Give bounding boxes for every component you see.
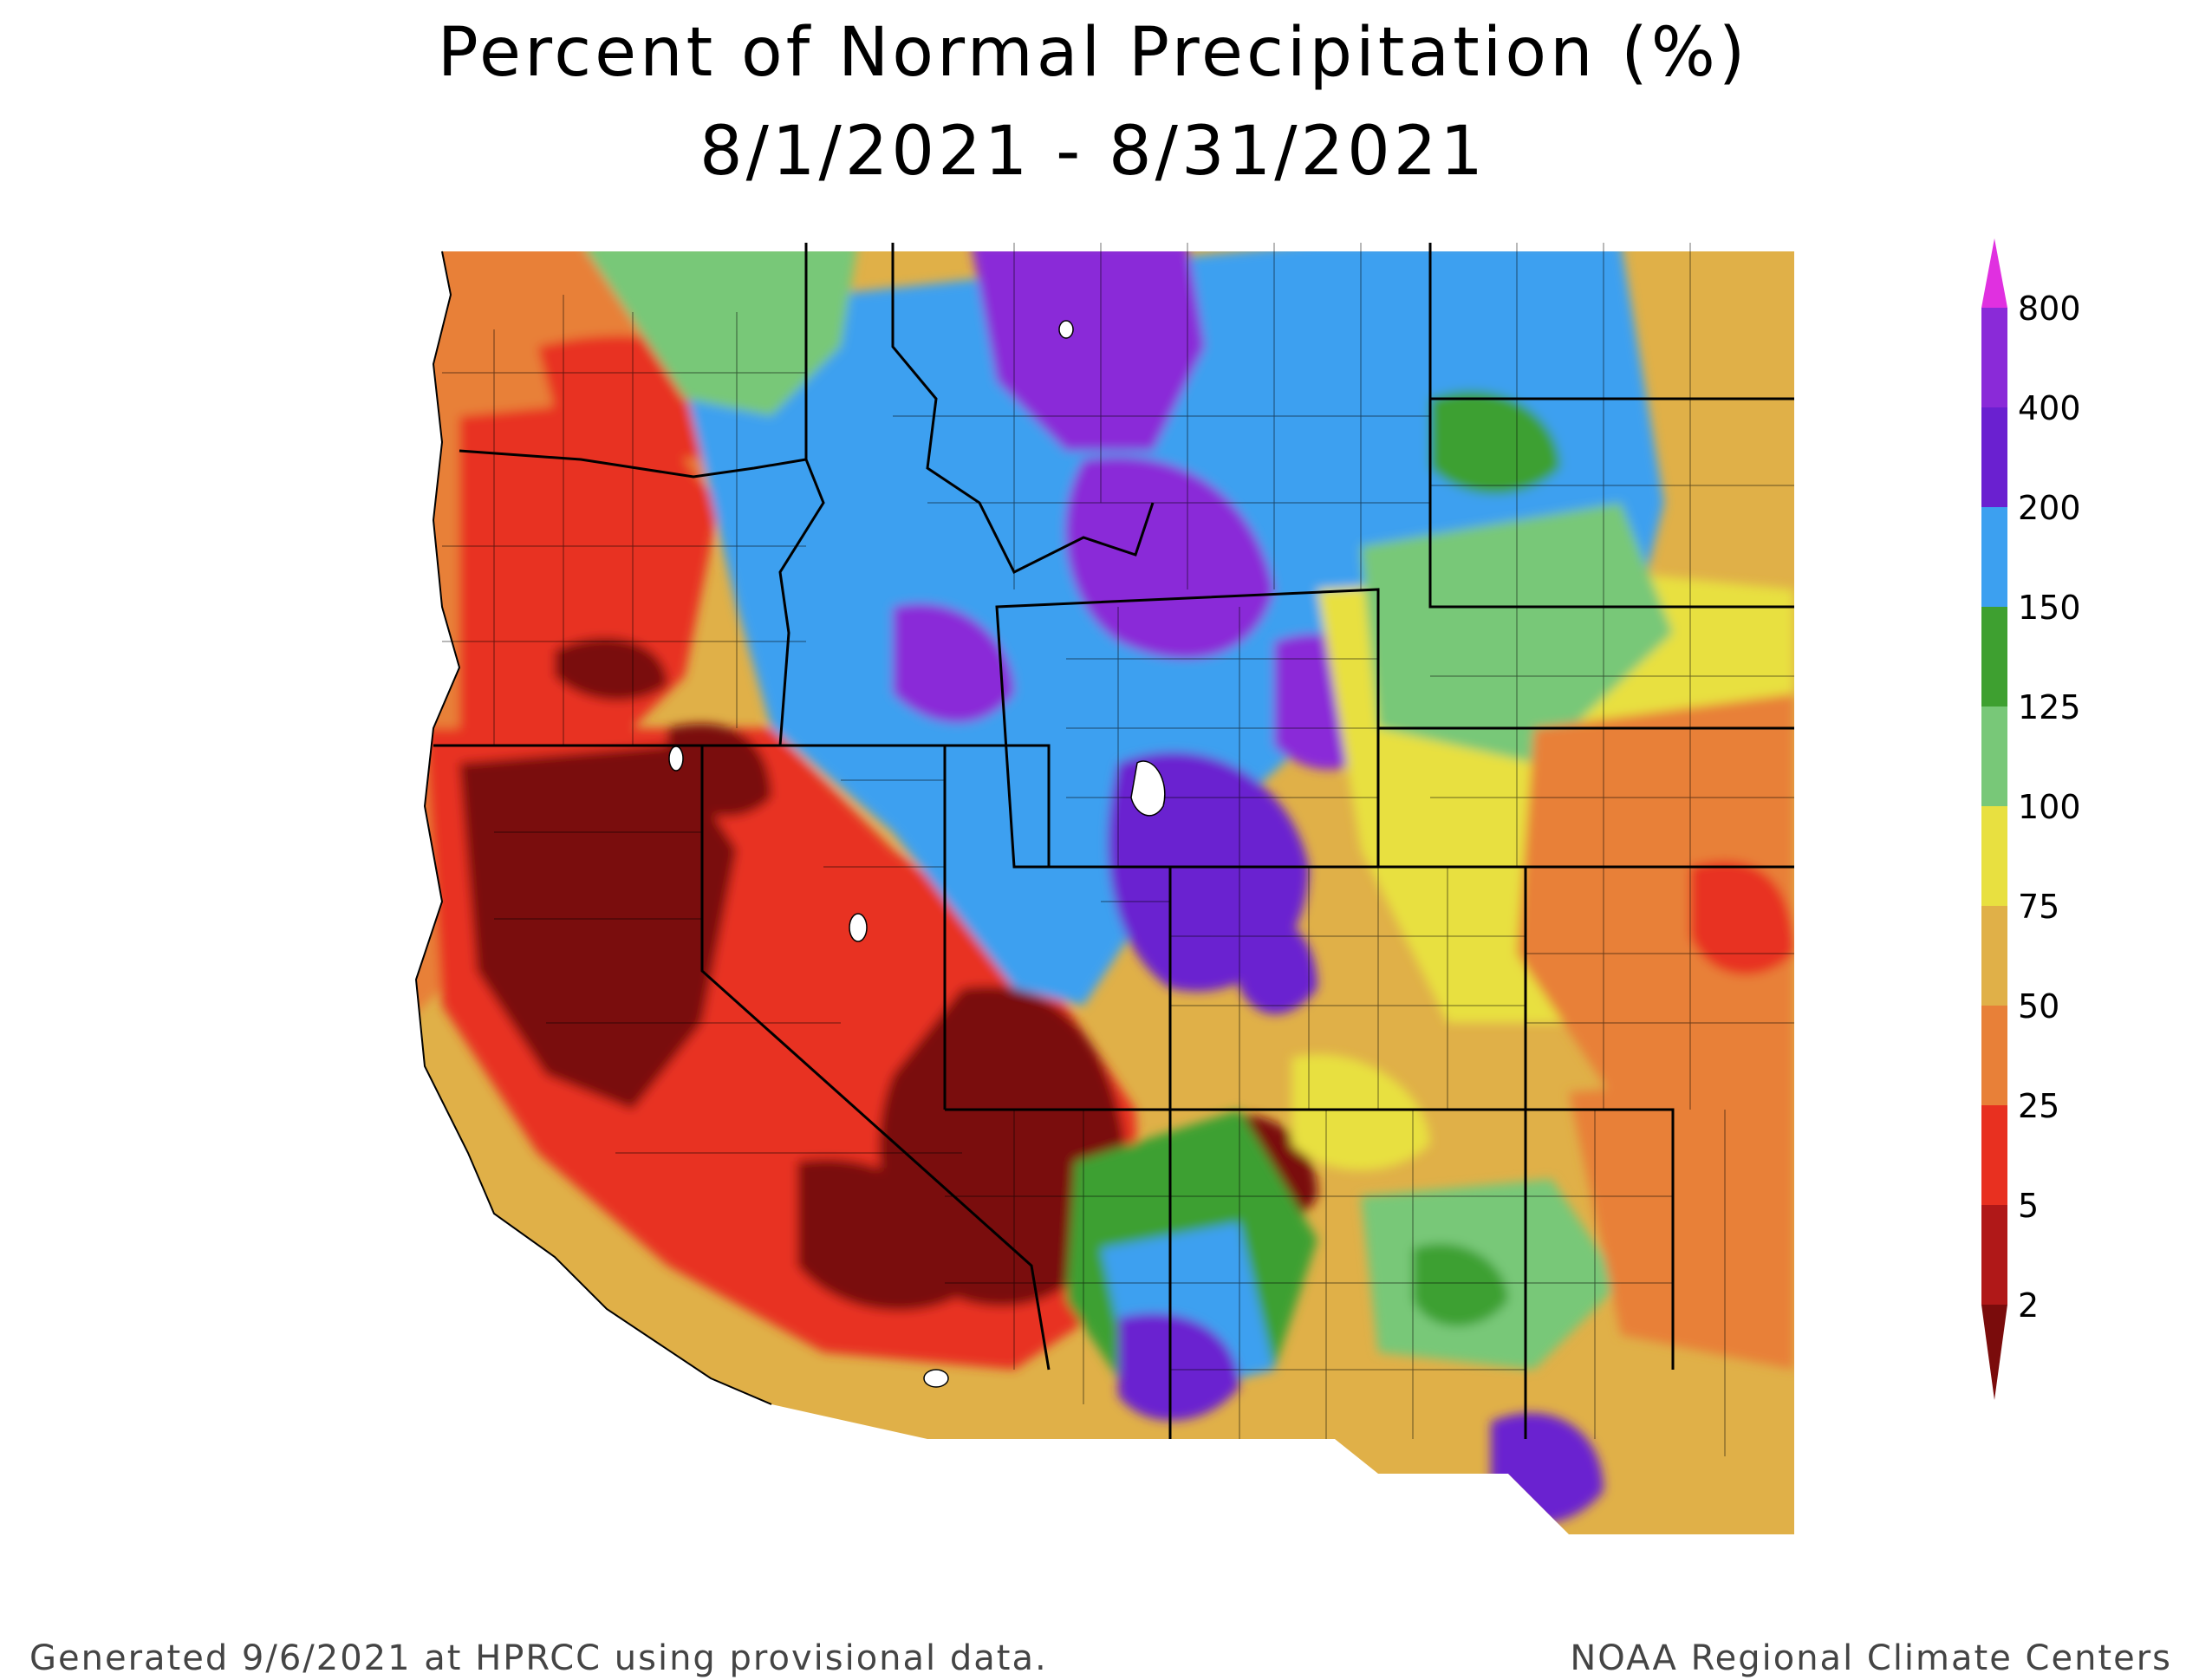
precipitation-legend: 800 400 200 150 125 100 75 50 25 5 2 [1981, 238, 2081, 1400]
legend-swatch [1981, 806, 2007, 906]
legend-arrow-bottom [1981, 1305, 2007, 1400]
legend-arrow-top [1981, 238, 2007, 308]
legend-swatch [1981, 308, 2007, 407]
legend-label: 75 [2018, 888, 2059, 926]
legend-swatch [1981, 1105, 2007, 1205]
legend-label: 100 [2018, 788, 2081, 826]
legend-swatch [1981, 607, 2007, 707]
legend-label: 800 [2018, 290, 2081, 328]
legend-label: 150 [2018, 589, 2081, 627]
legend-swatch [1981, 906, 2007, 1006]
legend-label: 50 [2018, 987, 2059, 1026]
footer-source: NOAA Regional Climate Centers [1570, 1638, 2172, 1678]
precipitation-map [414, 243, 1794, 1534]
legend-swatch [1981, 707, 2007, 806]
legend-swatch [1981, 1205, 2007, 1305]
legend-label: 5 [2018, 1187, 2039, 1225]
legend-label: 2 [2018, 1286, 2039, 1325]
legend-swatch [1981, 507, 2007, 607]
legend-label: 125 [2018, 688, 2081, 726]
legend-label: 400 [2018, 389, 2081, 427]
legend-swatch [1981, 407, 2007, 507]
footer-generated-note: Generated 9/6/2021 at HPRCC using provis… [29, 1638, 1048, 1678]
map-title: Percent of Normal Precipitation (%) [437, 14, 1749, 92]
legend-label: 200 [2018, 489, 2081, 527]
legend-label: 25 [2018, 1087, 2059, 1125]
map-date-range: 8/1/2021 - 8/31/2021 [699, 113, 1487, 191]
legend-swatch [1981, 1006, 2007, 1105]
